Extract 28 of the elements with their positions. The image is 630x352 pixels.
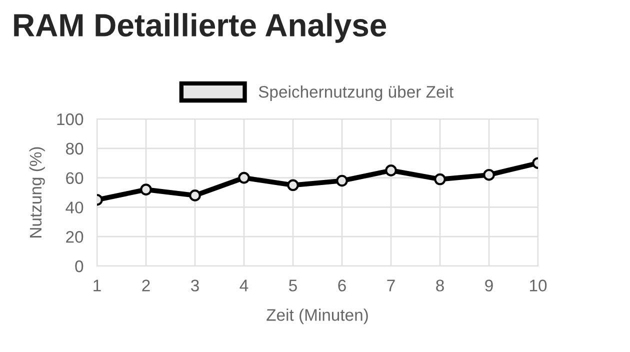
x-tick-label: 1 <box>94 280 101 292</box>
x-tick-label: 3 <box>191 280 199 292</box>
chart-title: RAM Detaillierte Analyse <box>14 13 386 43</box>
y-axis-title: Nutzung (%) <box>29 147 45 238</box>
point <box>189 190 201 202</box>
point <box>385 164 397 176</box>
y-tick-label: 20 <box>66 231 84 243</box>
x-tick-label: 2 <box>142 280 150 292</box>
point <box>140 184 152 196</box>
point <box>483 168 495 181</box>
x-tick-label: 5 <box>289 280 297 292</box>
x-axis-title: Zeit (Minuten) <box>266 308 368 324</box>
x-tick-label: 7 <box>387 280 395 292</box>
x-tick-label: 8 <box>436 280 444 292</box>
point <box>336 174 348 187</box>
y-tick-label: 80 <box>66 142 84 155</box>
x-tick-label: 6 <box>338 280 346 292</box>
point <box>287 179 299 192</box>
x-tick-label: 10 <box>530 280 547 292</box>
x-tick-label: 9 <box>485 280 493 292</box>
y-tick-label: 0 <box>75 260 84 272</box>
y-tick-label: 100 <box>57 113 84 126</box>
point <box>238 172 250 184</box>
x-tick-label: 4 <box>240 280 248 292</box>
legend-label: Speichernutzung über Zeit <box>258 86 454 102</box>
point <box>434 173 446 186</box>
y-tick-label: 40 <box>66 202 84 214</box>
y-tick-label: 60 <box>66 172 84 184</box>
